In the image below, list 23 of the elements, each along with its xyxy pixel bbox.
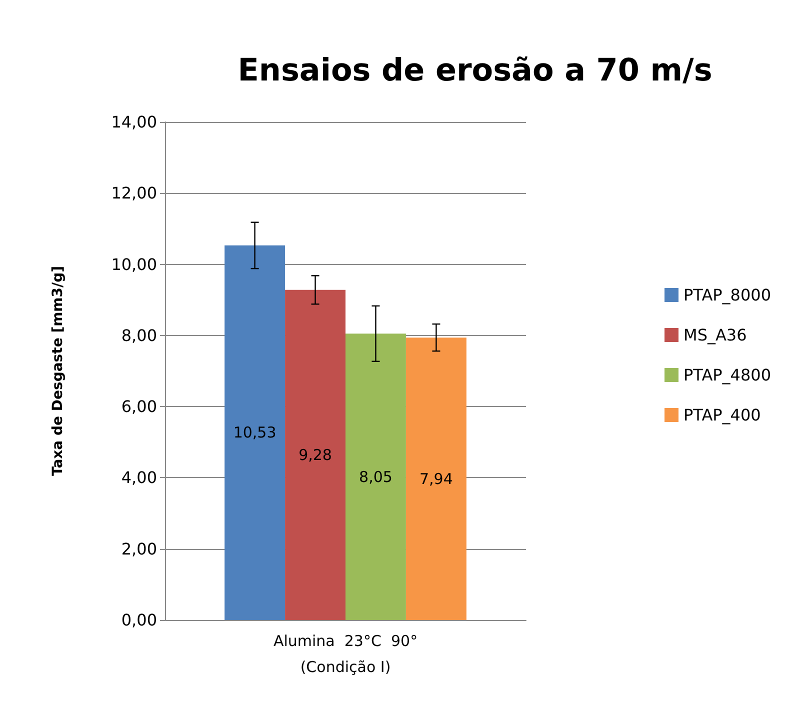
y-tick-label: 2,00 xyxy=(121,539,157,558)
legend-label: PTAP_4800 xyxy=(684,366,772,384)
bar xyxy=(224,245,286,620)
data-label: 10,53 xyxy=(233,424,276,442)
y-tick-label: 4,00 xyxy=(121,468,157,488)
legend-label: PTAP_8000 xyxy=(684,286,772,304)
chart-title: Ensaios de erosão a 70 m/s xyxy=(238,52,712,88)
y-tick-label: 0,00 xyxy=(121,610,157,630)
x-tick-label: Alumina 23°C 90° (Condição I) xyxy=(273,632,418,676)
y-tick-label: 6,00 xyxy=(121,397,157,416)
y-axis-title: Taxa de Desgaste [mm3/g] xyxy=(50,266,66,476)
legend-label: MS_A36 xyxy=(684,326,747,344)
bar xyxy=(406,338,466,620)
data-label: 9,28 xyxy=(298,446,332,464)
y-tick-label: 14,00 xyxy=(111,112,157,132)
legend-label: PTAP_400 xyxy=(684,406,761,424)
bar xyxy=(346,334,406,620)
bar xyxy=(285,290,346,620)
y-tick-label: 12,00 xyxy=(111,184,157,203)
data-label: 7,94 xyxy=(420,470,453,488)
data-label: 8,05 xyxy=(359,468,392,486)
y-tick-label: 8,00 xyxy=(121,326,157,345)
y-tick-label: 10,00 xyxy=(111,254,157,274)
